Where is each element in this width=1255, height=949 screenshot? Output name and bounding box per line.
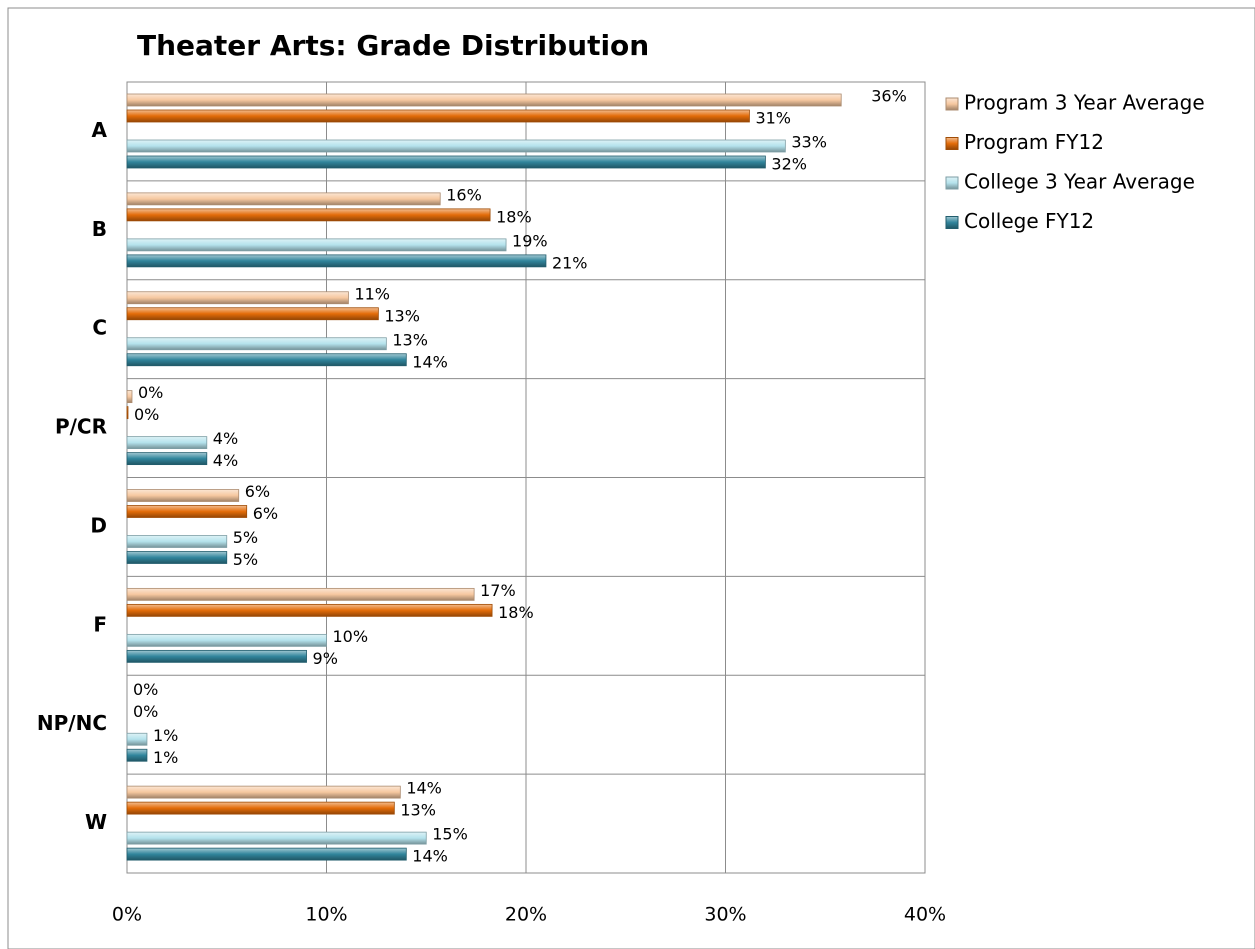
legend-label: College FY12 bbox=[964, 209, 1094, 233]
value-label: 10% bbox=[333, 627, 369, 646]
value-label: 0% bbox=[138, 383, 163, 402]
value-label: 33% bbox=[791, 133, 827, 152]
bar bbox=[126, 452, 208, 466]
value-label: 6% bbox=[245, 482, 270, 501]
value-label: 13% bbox=[384, 306, 420, 325]
value-label: 13% bbox=[400, 801, 436, 820]
bar bbox=[126, 390, 133, 404]
x-tick-label: 20% bbox=[505, 904, 547, 926]
y-tick-label: C bbox=[92, 316, 107, 340]
bar bbox=[126, 649, 307, 663]
value-label: 4% bbox=[213, 451, 238, 470]
legend-swatch bbox=[945, 137, 959, 150]
bar bbox=[126, 505, 248, 518]
y-tick-label: F bbox=[93, 612, 107, 636]
bar bbox=[126, 307, 379, 321]
y-tick-label: B bbox=[92, 217, 107, 241]
bar bbox=[126, 551, 228, 564]
value-label: 14% bbox=[412, 847, 448, 866]
value-label: 16% bbox=[446, 185, 482, 204]
chart-title: Theater Arts: Grade Distribution bbox=[137, 29, 649, 62]
bar bbox=[126, 208, 491, 222]
value-label: 14% bbox=[406, 779, 442, 798]
value-label: 21% bbox=[552, 253, 588, 272]
value-label: 4% bbox=[213, 429, 238, 448]
bar bbox=[126, 535, 228, 548]
value-label: 32% bbox=[771, 155, 807, 174]
bar bbox=[126, 93, 842, 107]
bar bbox=[126, 353, 407, 367]
legend-swatch bbox=[945, 97, 959, 111]
bar bbox=[126, 254, 547, 268]
value-label: 15% bbox=[432, 825, 468, 844]
bar bbox=[126, 238, 507, 252]
value-label: 0% bbox=[134, 405, 159, 424]
value-label: 5% bbox=[233, 528, 258, 547]
x-tick-label: 10% bbox=[305, 904, 347, 926]
bar bbox=[126, 436, 208, 450]
legend-label: College 3 Year Average bbox=[964, 170, 1195, 194]
value-label: 19% bbox=[512, 231, 548, 250]
value-label: 18% bbox=[496, 207, 532, 226]
bar bbox=[126, 406, 129, 420]
x-tick-label: 0% bbox=[112, 904, 142, 926]
bar bbox=[126, 489, 240, 502]
bar bbox=[126, 337, 387, 351]
value-label: 14% bbox=[412, 352, 448, 371]
value-label: 0% bbox=[133, 680, 158, 699]
value-label: 13% bbox=[392, 330, 428, 349]
bar bbox=[126, 748, 148, 762]
x-tick-label: 30% bbox=[704, 904, 746, 926]
legend-swatch bbox=[945, 176, 959, 190]
bar bbox=[126, 732, 148, 746]
value-label: 9% bbox=[313, 649, 338, 668]
y-tick-label: P/CR bbox=[55, 415, 107, 439]
value-label: 0% bbox=[133, 702, 158, 721]
value-label: 31% bbox=[755, 109, 791, 128]
bar bbox=[126, 109, 750, 123]
value-label: 5% bbox=[233, 550, 258, 569]
y-tick-label: NP/NC bbox=[37, 711, 107, 735]
bar bbox=[126, 785, 401, 799]
bar bbox=[126, 587, 475, 601]
bar bbox=[126, 847, 407, 861]
bar bbox=[126, 633, 327, 647]
bar bbox=[126, 603, 493, 617]
value-label: 1% bbox=[153, 726, 178, 745]
bar bbox=[126, 155, 766, 169]
legend-swatch bbox=[945, 216, 959, 229]
value-label: 1% bbox=[153, 748, 178, 767]
value-label: 17% bbox=[480, 581, 516, 600]
bar bbox=[126, 831, 427, 845]
bar bbox=[126, 192, 441, 206]
x-tick-label: 40% bbox=[904, 904, 946, 926]
value-label: 36% bbox=[871, 87, 907, 106]
bar bbox=[126, 801, 395, 815]
y-tick-label: W bbox=[85, 810, 107, 834]
value-label: 18% bbox=[498, 603, 534, 622]
bar bbox=[126, 139, 786, 153]
bar bbox=[126, 291, 349, 305]
legend-label: Program 3 Year Average bbox=[964, 91, 1205, 115]
legend-label: Program FY12 bbox=[964, 130, 1104, 154]
value-label: 6% bbox=[253, 504, 278, 523]
y-tick-label: D bbox=[90, 513, 107, 537]
y-tick-label: A bbox=[92, 118, 108, 142]
value-label: 11% bbox=[354, 284, 390, 303]
